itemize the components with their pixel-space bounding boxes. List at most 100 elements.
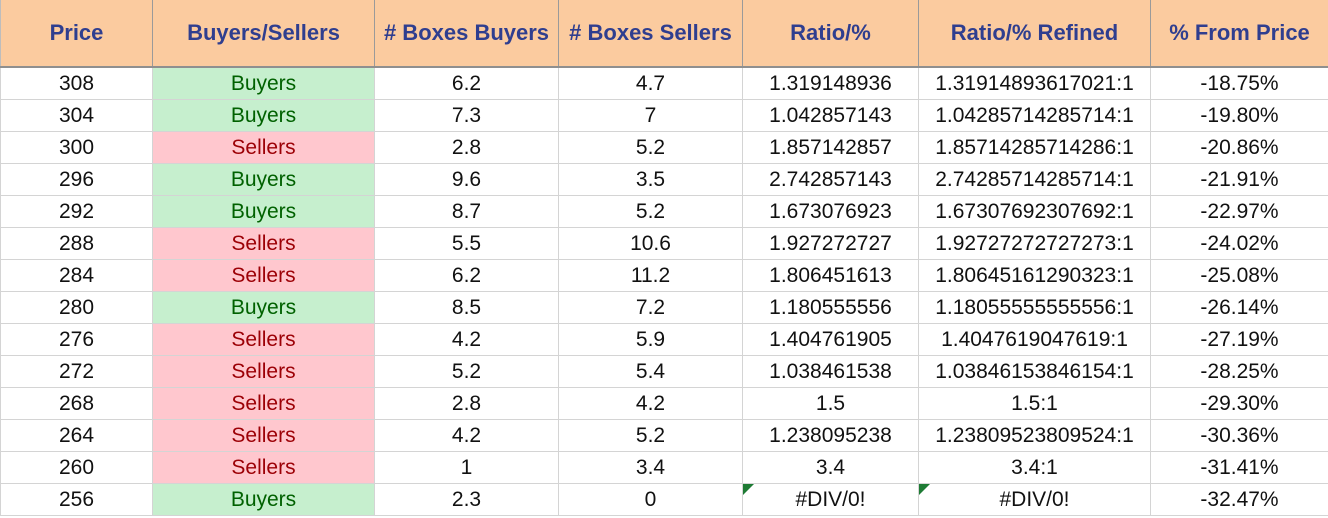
boxes-buyers-cell[interactable]: 2.8 — [374, 387, 559, 420]
price-cell[interactable]: 272 — [0, 355, 153, 388]
boxes-sellers-cell[interactable]: 0 — [558, 483, 743, 516]
ratio-cell[interactable]: 1.038461538 — [742, 355, 919, 388]
ratio-cell[interactable]: 1.319148936 — [742, 67, 919, 100]
price-cell[interactable]: 264 — [0, 419, 153, 452]
price-cell[interactable]: 268 — [0, 387, 153, 420]
ratio-refined-cell[interactable]: 1.92727272727273:1 — [918, 227, 1151, 260]
buyers-sellers-cell[interactable]: Sellers — [152, 451, 375, 484]
ratio-cell[interactable]: 1.857142857 — [742, 131, 919, 164]
ratio-refined-cell[interactable]: 3.4:1 — [918, 451, 1151, 484]
price-cell[interactable]: 256 — [0, 483, 153, 516]
ratio-cell[interactable]: 1.806451613 — [742, 259, 919, 292]
price-cell[interactable]: 280 — [0, 291, 153, 324]
boxes-sellers-cell[interactable]: 5.2 — [558, 195, 743, 228]
boxes-buyers-cell[interactable]: 1 — [374, 451, 559, 484]
buyers-sellers-cell[interactable]: Sellers — [152, 355, 375, 388]
from-price-cell[interactable]: -30.36% — [1150, 419, 1328, 452]
ratio-refined-cell[interactable]: 1.31914893617021:1 — [918, 67, 1151, 100]
boxes-buyers-cell[interactable]: 6.2 — [374, 67, 559, 100]
ratio-refined-cell[interactable]: 1.67307692307692:1 — [918, 195, 1151, 228]
column-header-price[interactable]: Price — [0, 0, 153, 68]
boxes-buyers-cell[interactable]: 2.8 — [374, 131, 559, 164]
boxes-sellers-cell[interactable]: 3.5 — [558, 163, 743, 196]
buyers-sellers-cell[interactable]: Sellers — [152, 323, 375, 356]
price-cell[interactable]: 300 — [0, 131, 153, 164]
ratio-cell[interactable]: 2.742857143 — [742, 163, 919, 196]
price-cell[interactable]: 308 — [0, 67, 153, 100]
from-price-cell[interactable]: -26.14% — [1150, 291, 1328, 324]
ratio-cell[interactable]: 1.673076923 — [742, 195, 919, 228]
boxes-sellers-cell[interactable]: 10.6 — [558, 227, 743, 260]
ratio-refined-cell[interactable]: 1.18055555555556:1 — [918, 291, 1151, 324]
from-price-cell[interactable]: -25.08% — [1150, 259, 1328, 292]
from-price-cell[interactable]: -24.02% — [1150, 227, 1328, 260]
column-header-ratio[interactable]: Ratio/% — [742, 0, 919, 68]
from-price-cell[interactable]: -22.97% — [1150, 195, 1328, 228]
ratio-refined-cell[interactable]: 1.03846153846154:1 — [918, 355, 1151, 388]
from-price-cell[interactable]: -28.25% — [1150, 355, 1328, 388]
boxes-buyers-cell[interactable]: 5.2 — [374, 355, 559, 388]
column-header-from-price[interactable]: % From Price — [1150, 0, 1328, 68]
buyers-sellers-cell[interactable]: Buyers — [152, 99, 375, 132]
boxes-sellers-cell[interactable]: 5.4 — [558, 355, 743, 388]
boxes-sellers-cell[interactable]: 5.2 — [558, 131, 743, 164]
price-cell[interactable]: 292 — [0, 195, 153, 228]
from-price-cell[interactable]: -18.75% — [1150, 67, 1328, 100]
ratio-cell[interactable]: 1.180555556 — [742, 291, 919, 324]
from-price-cell[interactable]: -31.41% — [1150, 451, 1328, 484]
price-cell[interactable]: 284 — [0, 259, 153, 292]
buyers-sellers-cell[interactable]: Sellers — [152, 387, 375, 420]
ratio-cell[interactable]: 1.5 — [742, 387, 919, 420]
boxes-buyers-cell[interactable]: 5.5 — [374, 227, 559, 260]
from-price-cell[interactable]: -21.91% — [1150, 163, 1328, 196]
ratio-cell[interactable]: 1.238095238 — [742, 419, 919, 452]
column-header-boxes-sellers[interactable]: # Boxes Sellers — [558, 0, 743, 68]
ratio-refined-cell[interactable]: 1.5:1 — [918, 387, 1151, 420]
ratio-refined-cell[interactable]: #DIV/0! — [918, 483, 1151, 516]
ratio-cell[interactable]: 1.404761905 — [742, 323, 919, 356]
boxes-buyers-cell[interactable]: 6.2 — [374, 259, 559, 292]
buyers-sellers-cell[interactable]: Sellers — [152, 131, 375, 164]
ratio-refined-cell[interactable]: 2.74285714285714:1 — [918, 163, 1151, 196]
buyers-sellers-cell[interactable]: Buyers — [152, 163, 375, 196]
price-cell[interactable]: 288 — [0, 227, 153, 260]
boxes-buyers-cell[interactable]: 2.3 — [374, 483, 559, 516]
ratio-refined-cell[interactable]: 1.23809523809524:1 — [918, 419, 1151, 452]
from-price-cell[interactable]: -19.80% — [1150, 99, 1328, 132]
buyers-sellers-cell[interactable]: Buyers — [152, 483, 375, 516]
boxes-sellers-cell[interactable]: 3.4 — [558, 451, 743, 484]
from-price-cell[interactable]: -29.30% — [1150, 387, 1328, 420]
boxes-sellers-cell[interactable]: 4.2 — [558, 387, 743, 420]
ratio-refined-cell[interactable]: 1.4047619047619:1 — [918, 323, 1151, 356]
buyers-sellers-cell[interactable]: Buyers — [152, 67, 375, 100]
boxes-buyers-cell[interactable]: 8.5 — [374, 291, 559, 324]
boxes-sellers-cell[interactable]: 4.7 — [558, 67, 743, 100]
boxes-sellers-cell[interactable]: 5.2 — [558, 419, 743, 452]
boxes-buyers-cell[interactable]: 9.6 — [374, 163, 559, 196]
ratio-cell[interactable]: 3.4 — [742, 451, 919, 484]
buyers-sellers-cell[interactable]: Sellers — [152, 227, 375, 260]
boxes-sellers-cell[interactable]: 11.2 — [558, 259, 743, 292]
boxes-buyers-cell[interactable]: 8.7 — [374, 195, 559, 228]
ratio-cell[interactable]: 1.042857143 — [742, 99, 919, 132]
buyers-sellers-cell[interactable]: Buyers — [152, 195, 375, 228]
ratio-cell[interactable]: 1.927272727 — [742, 227, 919, 260]
ratio-refined-cell[interactable]: 1.85714285714286:1 — [918, 131, 1151, 164]
price-cell[interactable]: 260 — [0, 451, 153, 484]
boxes-sellers-cell[interactable]: 7.2 — [558, 291, 743, 324]
boxes-sellers-cell[interactable]: 5.9 — [558, 323, 743, 356]
price-cell[interactable]: 296 — [0, 163, 153, 196]
column-header-boxes-buyers[interactable]: # Boxes Buyers — [374, 0, 559, 68]
ratio-refined-cell[interactable]: 1.80645161290323:1 — [918, 259, 1151, 292]
buyers-sellers-cell[interactable]: Buyers — [152, 291, 375, 324]
boxes-buyers-cell[interactable]: 4.2 — [374, 323, 559, 356]
buyers-sellers-cell[interactable]: Sellers — [152, 259, 375, 292]
ratio-refined-cell[interactable]: 1.04285714285714:1 — [918, 99, 1151, 132]
column-header-buyers-sellers[interactable]: Buyers/Sellers — [152, 0, 375, 68]
boxes-sellers-cell[interactable]: 7 — [558, 99, 743, 132]
ratio-cell[interactable]: #DIV/0! — [742, 483, 919, 516]
column-header-ratio-refined[interactable]: Ratio/% Refined — [918, 0, 1151, 68]
price-cell[interactable]: 276 — [0, 323, 153, 356]
price-cell[interactable]: 304 — [0, 99, 153, 132]
from-price-cell[interactable]: -27.19% — [1150, 323, 1328, 356]
